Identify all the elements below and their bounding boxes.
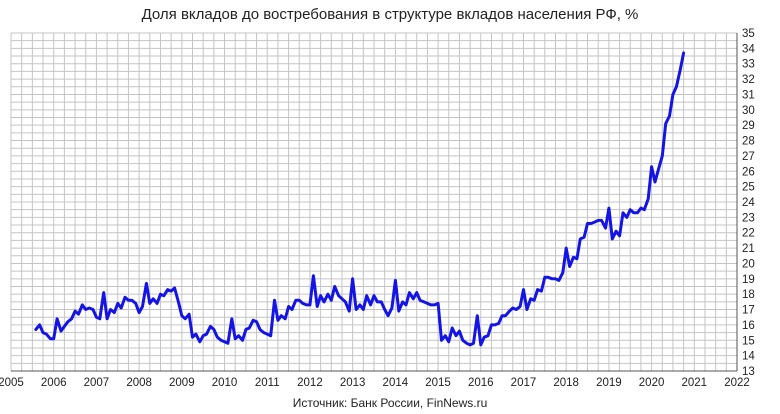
y-tick-label: 35	[742, 28, 755, 40]
y-tick-label: 32	[742, 74, 755, 86]
y-tick-label: 19	[742, 274, 755, 286]
y-tick-label: 22	[742, 228, 755, 240]
x-tick-label: 2009	[169, 377, 195, 389]
series-line	[34, 51, 686, 347]
y-tick-label: 13	[742, 366, 755, 378]
y-tick-label: 18	[742, 289, 755, 301]
y-tick-label: 25	[742, 182, 755, 194]
y-tick-label: 30	[742, 105, 755, 117]
x-tick-label: 2012	[297, 377, 323, 389]
y-tick-label: 27	[742, 151, 755, 163]
x-tick-label: 2019	[596, 377, 622, 389]
x-tick-label: 2016	[468, 377, 494, 389]
y-tick-label: 17	[742, 305, 755, 317]
y-tick-label: 15	[742, 335, 755, 347]
x-tick-label: 2007	[84, 377, 110, 389]
y-tick-label: 24	[742, 197, 755, 209]
x-tick-label: 2013	[340, 377, 366, 389]
x-tick-label: 2006	[41, 377, 67, 389]
y-tick-label: 34	[742, 43, 755, 55]
y-tick-label: 28	[742, 136, 755, 148]
x-tick-label: 2011	[255, 377, 280, 389]
x-tick-label: 2010	[212, 377, 238, 389]
x-tick-label: 2020	[639, 377, 665, 389]
y-tick-label: 23	[742, 212, 755, 224]
x-tick-label: 2022	[724, 377, 750, 389]
x-tick-label: 2008	[126, 377, 152, 389]
y-tick-label: 33	[742, 59, 755, 71]
x-tick-label: 2018	[553, 377, 579, 389]
x-tick-label: 2021	[681, 377, 707, 389]
y-tick-label: 16	[742, 320, 755, 332]
y-tick-label: 20	[742, 258, 755, 270]
x-tick-label: 2015	[425, 377, 451, 389]
x-tick-label: 2005	[0, 377, 24, 389]
y-tick-label: 26	[742, 166, 755, 178]
y-tick-label: 31	[742, 89, 755, 101]
chart-source-note: Источник: Банк России, FinNews.ru	[292, 396, 488, 410]
y-tick-label: 14	[742, 351, 755, 363]
y-tick-label: 21	[742, 243, 755, 255]
chart-title: Доля вкладов до востребования в структур…	[141, 6, 639, 23]
x-tick-label: 2017	[511, 377, 537, 389]
y-tick-label: 29	[742, 120, 755, 132]
x-tick-label: 2014	[383, 377, 409, 389]
